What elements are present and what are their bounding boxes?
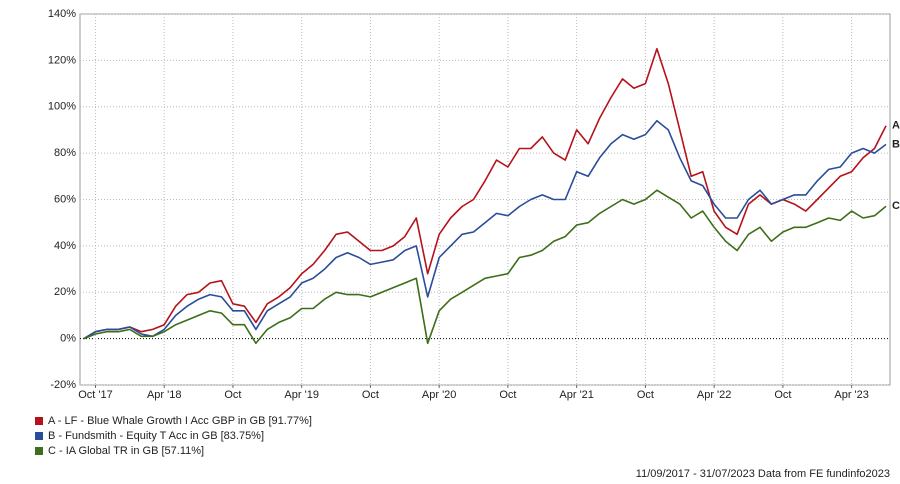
x-tick-label: Oct	[774, 389, 791, 401]
y-tick-label: 0%	[60, 333, 76, 345]
y-tick-label: 120%	[48, 54, 76, 66]
legend-label: C - IA Global TR in GB [57.11%]	[48, 445, 204, 457]
series-line	[83, 189, 887, 345]
x-tick-label: Apr '18	[147, 389, 182, 401]
series-line	[83, 119, 887, 340]
x-tick-label: Oct	[224, 389, 241, 401]
x-tick-label: Oct	[637, 389, 654, 401]
legend-swatch	[35, 447, 43, 455]
footer: 11/09/2017 - 31/07/2023 Data from FE fun…	[636, 468, 890, 480]
x-tick-label: Apr '22	[697, 389, 732, 401]
legend-label: A - LF - Blue Whale Growth I Acc GBP in …	[48, 415, 312, 427]
legend-swatch	[35, 417, 43, 425]
series-line	[83, 48, 887, 340]
end-label: C	[892, 200, 900, 212]
y-tick-label: 80%	[54, 147, 76, 159]
end-label: B	[892, 138, 900, 150]
x-tick-label: Oct '17	[78, 389, 113, 401]
legend-label: B - Fundsmith - Equity T Acc in GB [83.7…	[48, 430, 264, 442]
y-tick-label: 100%	[48, 101, 76, 113]
x-tick-label: Apr '19	[284, 389, 319, 401]
y-tick-label: 40%	[54, 240, 76, 252]
x-tick-label: Oct	[362, 389, 379, 401]
y-tick-label: 140%	[48, 8, 76, 20]
y-tick-label: -20%	[50, 379, 76, 391]
x-tick-label: Oct	[499, 389, 516, 401]
x-tick-label: Apr '21	[559, 389, 594, 401]
legend-swatch	[35, 432, 43, 440]
y-tick-label: 60%	[54, 193, 76, 205]
y-tick-label: 20%	[54, 286, 76, 298]
x-tick-label: Apr '20	[422, 389, 457, 401]
x-tick-label: Apr '23	[834, 389, 869, 401]
end-label: A	[892, 120, 900, 132]
